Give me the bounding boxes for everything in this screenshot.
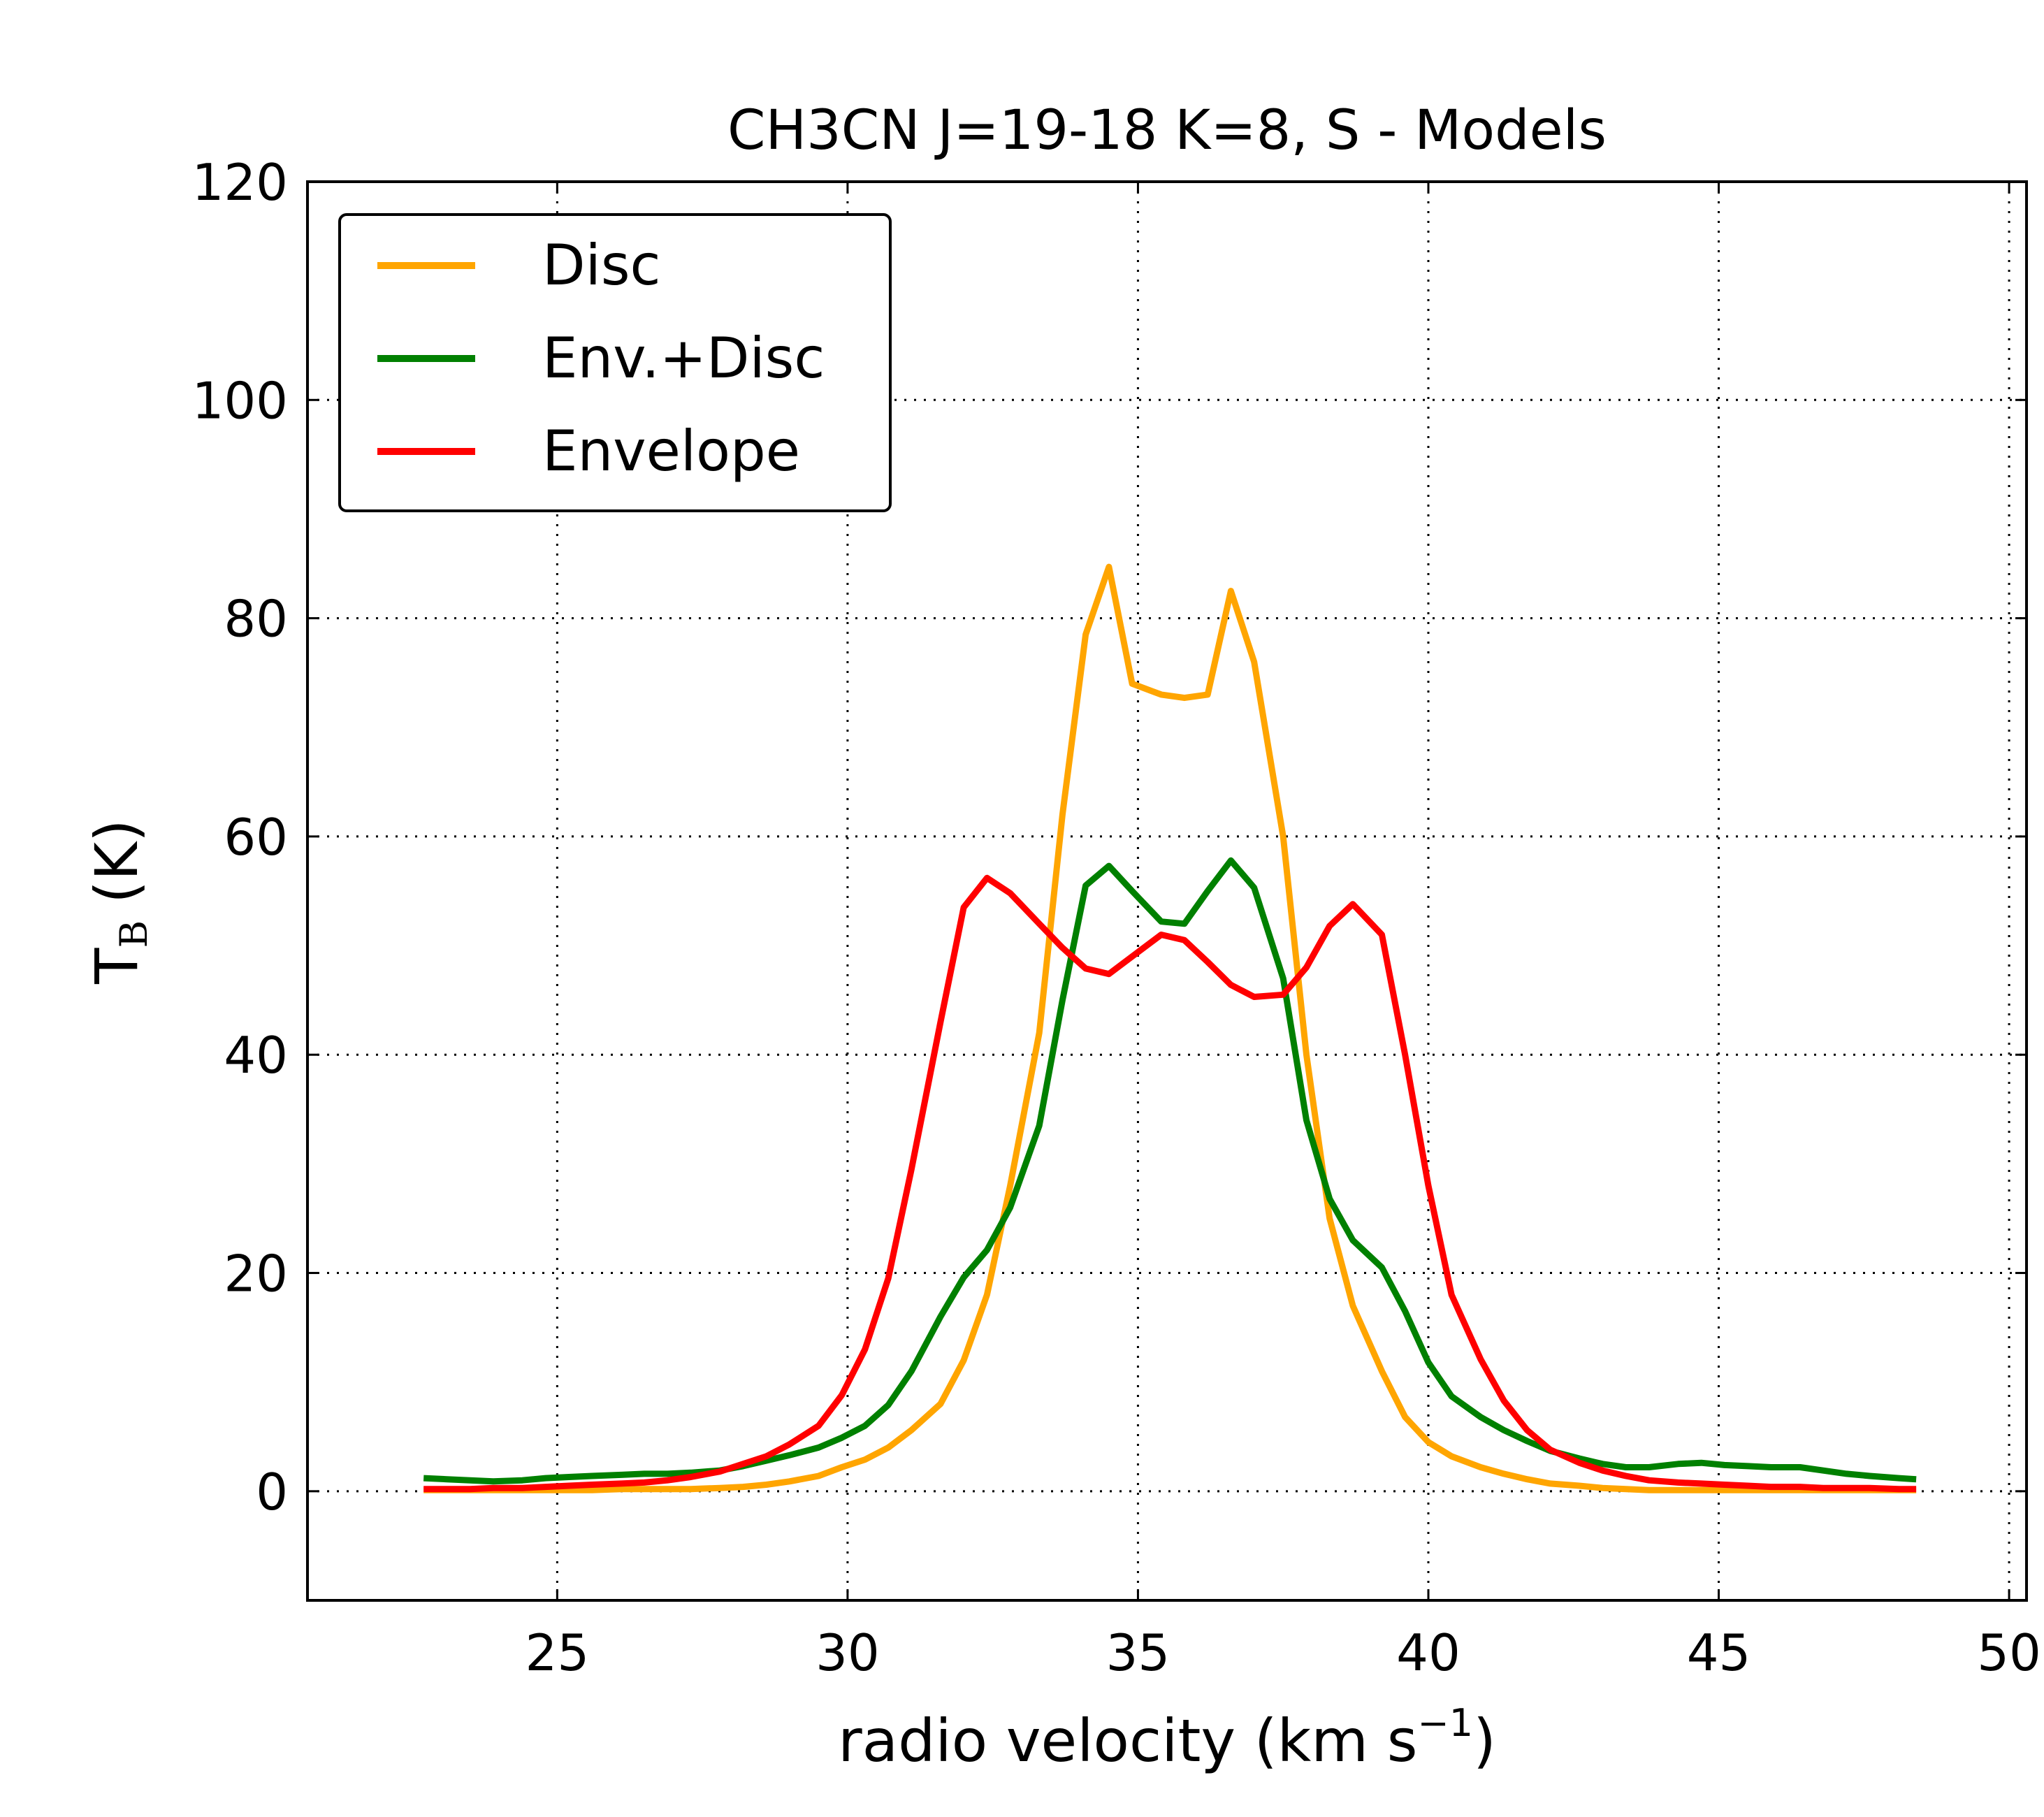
y-tick-label: 60	[224, 808, 288, 867]
series-line-disc	[423, 563, 1917, 1493]
x-tick-label: 30	[816, 1623, 880, 1682]
legend-label: Disc	[542, 233, 661, 298]
x-tick-label: 45	[1687, 1623, 1751, 1682]
y-tick-label: 80	[224, 590, 288, 649]
series-layer	[423, 563, 1917, 1493]
series-line-envelope	[423, 874, 1917, 1493]
series-line-env-disc	[423, 857, 1917, 1485]
legend-box	[338, 213, 892, 512]
x-tick-label: 25	[526, 1623, 590, 1682]
x-tick-label: 40	[1396, 1623, 1460, 1682]
legend-label: Envelope	[542, 419, 800, 484]
x-tick-label: 50	[1977, 1623, 2041, 1682]
y-axis-label: TB(K)	[82, 819, 156, 985]
legend-label: Env.+Disc	[542, 326, 825, 391]
y-tick-label: 120	[192, 153, 288, 212]
x-tick-label: 35	[1106, 1623, 1170, 1682]
y-tick-label: 40	[224, 1026, 288, 1085]
y-tick-label: 20	[224, 1245, 288, 1303]
plot-frame	[306, 180, 2028, 1602]
legend: Disc Env.+Disc Envelope	[338, 213, 892, 512]
y-tick-label: 0	[256, 1463, 288, 1521]
axis-ticks: 25 30 35 40 45 50 0 20 40 60 80 100 120	[192, 153, 2041, 1682]
y-tick-label: 100	[192, 371, 288, 430]
x-axis-label: radio velocity (km s−1)	[838, 1701, 1496, 1775]
chart-title: CH3CN J=19-18 K=8, S - Models	[727, 99, 1607, 162]
